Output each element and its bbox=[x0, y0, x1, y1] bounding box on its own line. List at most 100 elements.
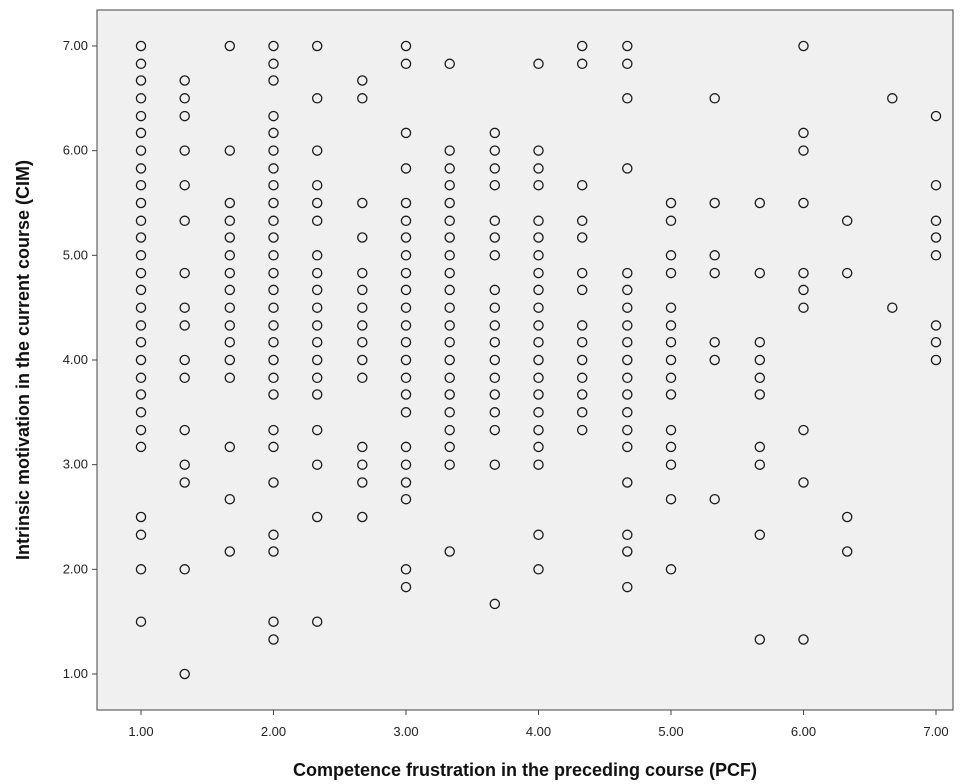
data-point bbox=[754, 354, 766, 366]
data-point bbox=[224, 215, 236, 227]
data-point bbox=[622, 372, 633, 384]
data-point bbox=[135, 372, 147, 384]
data-point bbox=[444, 372, 455, 384]
data-point bbox=[533, 58, 544, 70]
data-point bbox=[357, 320, 368, 331]
data-point bbox=[268, 372, 279, 384]
data-point bbox=[357, 459, 368, 470]
data-point bbox=[576, 424, 588, 436]
x-tick-label: 2.00 bbox=[261, 724, 286, 739]
data-point bbox=[268, 354, 279, 366]
data-point bbox=[576, 232, 588, 243]
data-point bbox=[311, 145, 323, 156]
data-point bbox=[400, 336, 412, 348]
data-point bbox=[709, 493, 720, 505]
data-point bbox=[179, 477, 190, 488]
data-point bbox=[135, 267, 147, 279]
data-point bbox=[179, 179, 190, 191]
data-point bbox=[135, 197, 147, 209]
data-point bbox=[444, 215, 455, 227]
data-point bbox=[179, 320, 190, 331]
data-point bbox=[622, 336, 633, 348]
x-tick-label: 3.00 bbox=[393, 724, 418, 739]
data-point bbox=[533, 302, 544, 313]
data-point bbox=[444, 424, 455, 436]
data-point bbox=[135, 336, 147, 348]
data-point bbox=[268, 616, 279, 627]
data-point bbox=[576, 284, 588, 296]
data-point bbox=[311, 616, 323, 627]
data-point bbox=[709, 197, 720, 209]
data-point bbox=[400, 302, 412, 313]
data-point bbox=[400, 564, 412, 575]
data-point bbox=[533, 336, 544, 348]
data-point bbox=[576, 40, 588, 52]
data-point bbox=[489, 372, 501, 384]
data-point bbox=[268, 267, 279, 279]
data-point bbox=[622, 546, 633, 557]
data-point bbox=[489, 145, 501, 156]
data-point bbox=[489, 250, 501, 261]
data-point bbox=[224, 302, 236, 313]
data-point bbox=[400, 320, 412, 331]
data-point bbox=[930, 336, 942, 348]
data-point bbox=[135, 284, 147, 296]
data-point bbox=[665, 197, 677, 209]
data-point bbox=[400, 58, 412, 70]
data-point bbox=[224, 267, 236, 279]
data-point bbox=[311, 389, 323, 400]
data-point bbox=[489, 215, 501, 227]
data-point bbox=[622, 40, 633, 52]
data-point bbox=[357, 93, 368, 104]
data-point bbox=[576, 215, 588, 227]
data-point bbox=[400, 232, 412, 243]
data-point bbox=[400, 441, 412, 453]
data-point bbox=[709, 354, 720, 366]
data-point bbox=[311, 250, 323, 261]
data-point bbox=[576, 354, 588, 366]
data-point bbox=[444, 179, 455, 191]
data-point bbox=[224, 546, 236, 557]
data-point bbox=[179, 215, 190, 227]
data-point bbox=[444, 232, 455, 243]
data-point bbox=[357, 511, 368, 523]
data-point bbox=[665, 389, 677, 400]
data-point bbox=[489, 336, 501, 348]
data-point bbox=[533, 145, 544, 156]
data-point bbox=[709, 267, 720, 279]
data-point bbox=[400, 372, 412, 384]
data-point bbox=[444, 302, 455, 313]
data-point bbox=[533, 267, 544, 279]
data-point bbox=[135, 58, 147, 70]
data-point bbox=[665, 424, 677, 436]
data-point bbox=[135, 616, 147, 627]
data-point bbox=[533, 250, 544, 261]
data-point bbox=[489, 127, 501, 139]
data-point bbox=[135, 511, 147, 523]
data-point bbox=[665, 250, 677, 261]
data-point bbox=[798, 302, 809, 313]
data-point bbox=[444, 441, 455, 453]
data-point bbox=[224, 232, 236, 243]
data-point bbox=[576, 58, 588, 70]
data-point bbox=[311, 40, 323, 52]
data-point bbox=[135, 75, 147, 86]
x-axis-ticks: 1.00 2.00 3.00 4.00 5.00 6.00 7.00 bbox=[128, 710, 949, 739]
data-point bbox=[930, 250, 942, 261]
data-point bbox=[135, 354, 147, 366]
data-point bbox=[400, 40, 412, 52]
data-point bbox=[135, 441, 147, 453]
data-point bbox=[930, 215, 942, 227]
data-point bbox=[841, 511, 853, 523]
data-point bbox=[489, 284, 501, 296]
data-point bbox=[224, 197, 236, 209]
data-point bbox=[444, 145, 455, 156]
x-tick-label: 7.00 bbox=[923, 724, 948, 739]
data-point bbox=[709, 93, 720, 104]
data-point bbox=[311, 459, 323, 470]
data-point bbox=[754, 389, 766, 400]
data-point bbox=[179, 302, 190, 313]
data-point bbox=[268, 634, 279, 645]
data-point bbox=[665, 493, 677, 505]
data-point bbox=[268, 477, 279, 488]
